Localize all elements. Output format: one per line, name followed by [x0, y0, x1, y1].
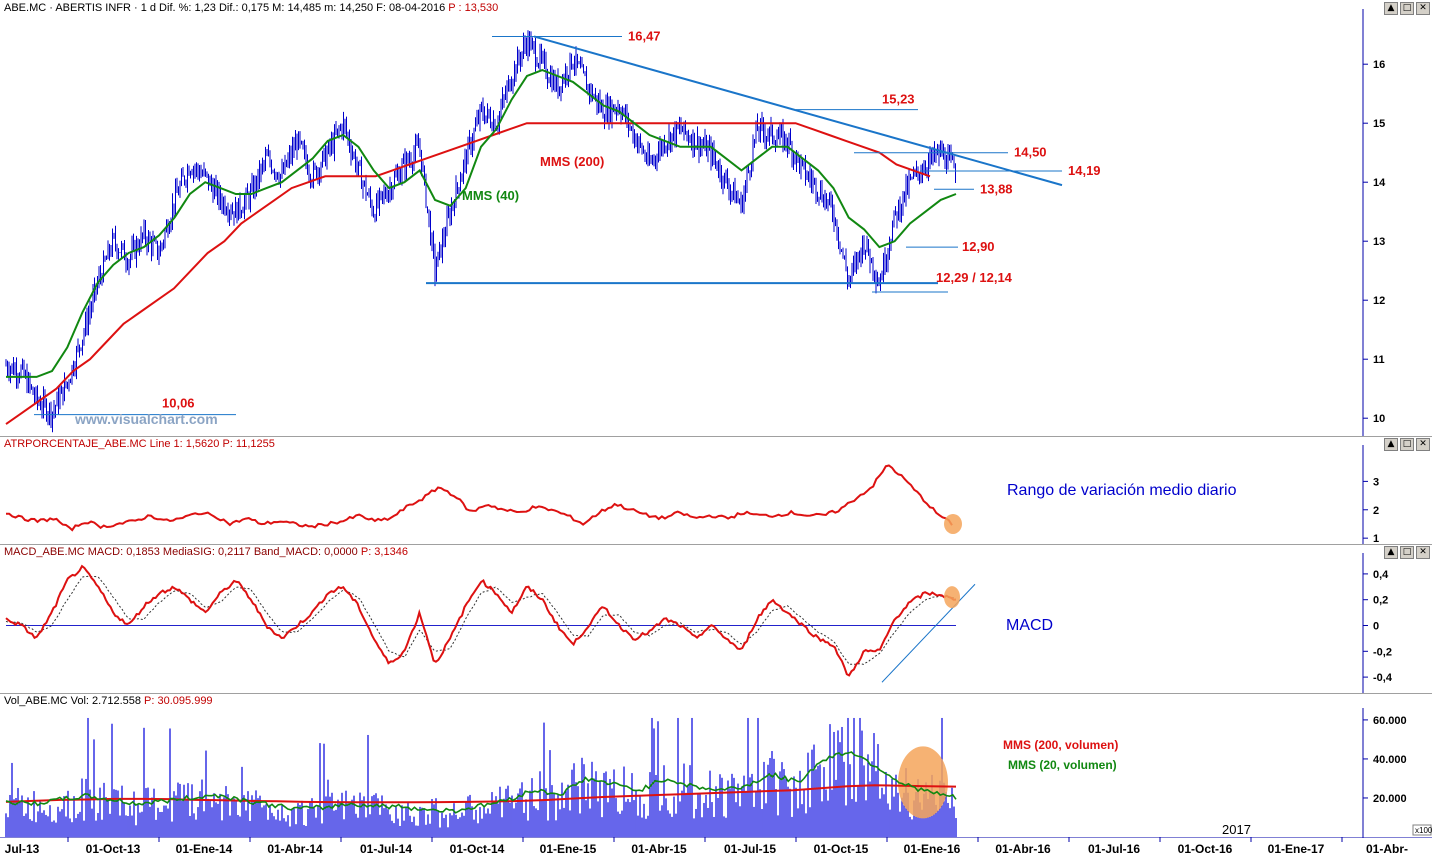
macd-highlight [944, 586, 960, 609]
scroll-up-button[interactable]: ▲ [1384, 2, 1398, 15]
downtrend-line [533, 35, 1063, 187]
x-tick-label: 01-Oct-14 [450, 842, 505, 856]
macd-annotation: MACD [1006, 617, 1054, 634]
macd-trendline [881, 583, 976, 683]
atr-header-label: ATRPORCENTAJE_ABE.MC Line 1: 1,5620 [4, 438, 220, 450]
scroll-up-button[interactable]: ▲ [1384, 546, 1398, 559]
atr-line [6, 464, 953, 532]
volume-pane: Vol_ABE.MC Vol: 2.712.558 P: 30.095.999 … [0, 693, 1432, 838]
close-button[interactable]: ✕ [1416, 2, 1430, 15]
y-tick-label: 10 [1373, 413, 1385, 425]
macd-line [5, 564, 957, 677]
x-tick-label: 01-Ene-17 [1268, 842, 1325, 856]
macd-pane: MACD_ABE.MC MACD: 0,1853 MediaSIG: 0,211… [0, 544, 1432, 694]
atr-header: ATRPORCENTAJE_ABE.MC Line 1: 1,5620 P: 1… [4, 438, 275, 450]
vol-mms200-line [5, 784, 957, 804]
vol-header-label: Vol_ABE.MC Vol: 2.712.558 [4, 695, 141, 707]
price-window-buttons: ▲ □ ✕ [1384, 2, 1430, 15]
x-tick-label: 01-Abr-14 [267, 842, 323, 856]
price-header: ABE.MC · ABERTIS INFR · 1 d Dif. %: 1,23… [4, 2, 498, 14]
price-chart: 10 11 12 13 14 15 16 MMS (200) MMS (40) 16,47 15,2… [5, 9, 1386, 436]
y-tick-label: -0,4 [1373, 672, 1393, 684]
macd-header: MACD_ABE.MC MACD: 0,1853 MediaSIG: 0,211… [4, 546, 408, 558]
x-tick-label: 01-Ene-14 [176, 842, 233, 856]
y-tick-label: 0,4 [1373, 569, 1389, 581]
level-label: 10,06 [162, 396, 195, 411]
macd-header-p: P: 3,1346 [360, 546, 408, 558]
y-tick-label: 0 [1373, 621, 1379, 633]
x-tick-label: 01-Oct-13 [86, 842, 141, 856]
price-header-label: ABE.MC · ABERTIS INFR · 1 d Dif. %: 1,23… [4, 2, 446, 14]
scroll-up-button[interactable]: ▲ [1384, 438, 1398, 451]
x-tick-label: 01-Ene-15 [540, 842, 597, 856]
atr-annotation: Rango de variación medio diario [1007, 482, 1237, 499]
vol-mms200-label: MMS (200, volumen) [1003, 738, 1119, 752]
level-label: 14,19 [1068, 163, 1101, 178]
maximize-button[interactable]: □ [1400, 438, 1414, 451]
x-tick-label: 01-Jul-15 [724, 842, 776, 856]
x-tick-label: 01-Abr- [1366, 842, 1408, 856]
level-label: 15,23 [882, 92, 915, 107]
atr-pane: ATRPORCENTAJE_ABE.MC Line 1: 1,5620 P: 1… [0, 436, 1432, 545]
y-tick-label: 16 [1373, 59, 1385, 71]
macd-header-label: MACD_ABE.MC MACD: 0,1853 MediaSIG: 0,211… [4, 546, 358, 558]
mms200-label: MMS (200) [540, 154, 604, 169]
y-tick-label: 13 [1373, 236, 1385, 248]
x-tick-label: 01-Oct-15 [814, 842, 869, 856]
y-tick-label: 12 [1373, 295, 1385, 307]
y-tick-label: 15 [1373, 118, 1385, 130]
price-pane: ABE.MC · ABERTIS INFR · 1 d Dif. %: 1,23… [4, 2, 1430, 436]
level-label: 16,47 [628, 28, 661, 43]
x-tick-label: 01-Abr-16 [995, 842, 1051, 856]
x-tick-label: Jul-13 [5, 842, 40, 856]
x-tick-label: 01-Jul-14 [360, 842, 412, 856]
maximize-button[interactable]: □ [1400, 2, 1414, 15]
atr-highlight [944, 513, 962, 534]
year-label: 2017 [1222, 822, 1251, 837]
close-button[interactable]: ✕ [1416, 546, 1430, 559]
x100-label: x100 [1415, 826, 1432, 835]
mms200-line [5, 122, 931, 425]
x-axis: Jul-13 01-Oct-13 01-Ene-14 01-Abr-14 01-Jul-… [0, 837, 1432, 856]
atr-window-buttons: ▲ □ ✕ [1384, 438, 1430, 451]
level-label: 13,88 [980, 181, 1013, 196]
vol-mms20-label: MMS (20, volumen) [1008, 758, 1117, 772]
y-tick-label: 1 [1373, 533, 1379, 545]
y-tick-label: -0,2 [1373, 646, 1392, 658]
price-header-p: P : 13,530 [448, 2, 499, 14]
macd-chart: 0,4 0,2 0 -0,2 -0,4 [5, 553, 1393, 694]
mms40-line [6, 69, 957, 378]
macd-signal-line [5, 575, 957, 666]
y-tick-label: 0,2 [1373, 595, 1388, 607]
volume-chart: 60.000 40.000 20.000 2017 x100 [5, 708, 1432, 838]
y-tick-label: 2 [1373, 505, 1379, 517]
x-tick-label: 01-Oct-16 [1178, 842, 1233, 856]
level-label: 14,50 [1014, 145, 1047, 160]
y-tick-label: 3 [1373, 476, 1379, 488]
mms40-label: MMS (40) [462, 188, 519, 203]
y-tick-label: 20.000 [1373, 793, 1407, 805]
watermark: www.visualchart.com [75, 411, 218, 427]
y-tick-label: 14 [1373, 177, 1386, 189]
close-button[interactable]: ✕ [1416, 438, 1430, 451]
vol-header-p: P: 30.095.999 [144, 695, 213, 707]
volume-highlight [898, 746, 948, 819]
x-tick-label: 01-Ene-16 [904, 842, 961, 856]
x100-box [1412, 824, 1432, 836]
x-tick-label: 01-Jul-16 [1088, 842, 1140, 856]
vol-header: Vol_ABE.MC Vol: 2.712.558 P: 30.095.999 [4, 695, 213, 707]
x-tick-label: 01-Abr-15 [631, 842, 687, 856]
maximize-button[interactable]: □ [1400, 546, 1414, 559]
level-label: 12,90 [962, 239, 995, 254]
level-label: 12,29 / 12,14 [936, 270, 1013, 285]
atr-chart: 3 2 1 [6, 445, 1379, 545]
vol-mms20-line [5, 751, 957, 814]
atr-header-p: P: 11,1255 [222, 438, 275, 450]
macd-window-buttons: ▲ □ ✕ [1384, 546, 1430, 559]
y-tick-label: 11 [1373, 354, 1385, 366]
y-tick-label: 40.000 [1373, 754, 1407, 766]
y-tick-label: 60.000 [1373, 715, 1407, 727]
